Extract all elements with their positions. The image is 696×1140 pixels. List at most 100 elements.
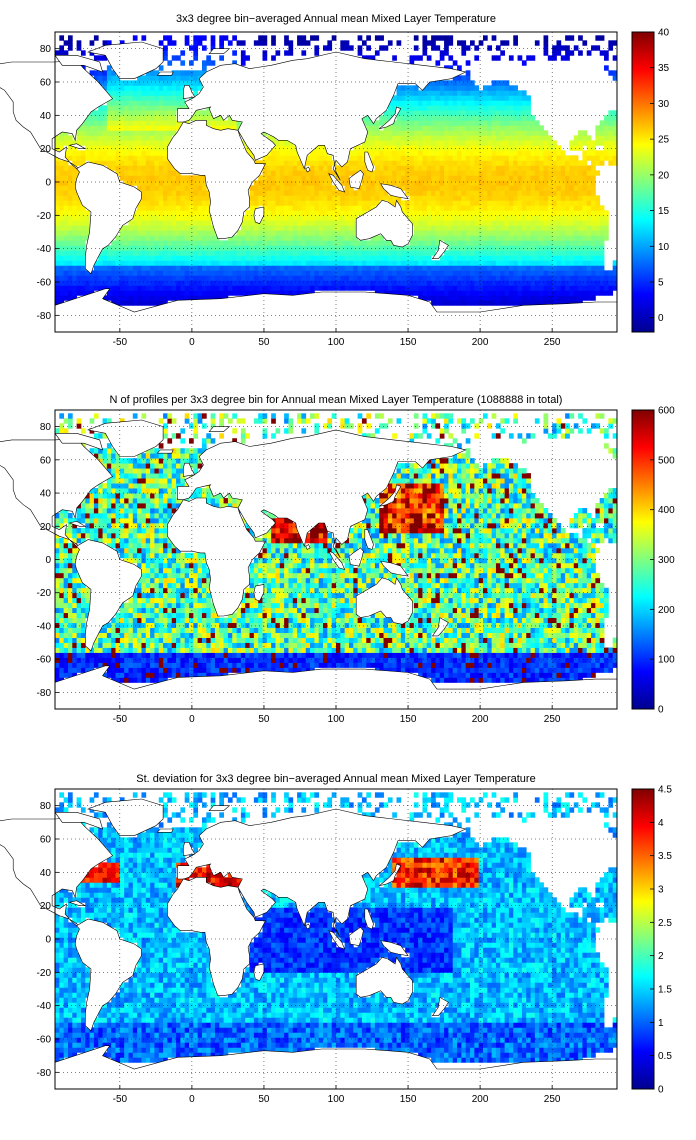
- heatmap-cell: [249, 190, 255, 196]
- heatmap-cell: [236, 290, 242, 296]
- heatmap-cell: [530, 135, 536, 141]
- heatmap-cell: [128, 180, 134, 186]
- heatmap-cell: [184, 270, 190, 276]
- heatmap-cell: [245, 290, 250, 296]
- heatmap-cell: [495, 140, 501, 146]
- heatmap-cell: [461, 115, 467, 121]
- heatmap-cell: [171, 672, 177, 678]
- heatmap-cell: [426, 230, 432, 236]
- heatmap-cell: [422, 165, 428, 171]
- heatmap-cell: [534, 190, 540, 196]
- heatmap-cell: [227, 260, 233, 266]
- heatmap-cell: [556, 160, 562, 166]
- heatmap-cell: [353, 250, 359, 256]
- heatmap-cell: [141, 240, 147, 246]
- heatmap-cell: [573, 155, 579, 161]
- heatmap-cell: [197, 225, 203, 231]
- heatmap-cell: [240, 55, 246, 61]
- heatmap-cell: [193, 265, 199, 271]
- heatmap-cell: [370, 190, 376, 196]
- heatmap-cell: [327, 210, 333, 216]
- heatmap-cell: [288, 275, 294, 281]
- heatmap-cell: [539, 170, 544, 176]
- heatmap-cell: [470, 105, 475, 111]
- heatmap-cell: [163, 75, 168, 81]
- heatmap-cell: [448, 55, 454, 61]
- heatmap-cell: [271, 220, 276, 226]
- heatmap-cell: [461, 175, 467, 181]
- heatmap-cell: [604, 215, 609, 221]
- heatmap-cell: [271, 165, 276, 171]
- heatmap-cell: [310, 260, 315, 266]
- heatmap-cell: [111, 150, 116, 156]
- heatmap-cell: [180, 190, 186, 196]
- heatmap-cell: [478, 235, 484, 241]
- heatmap-cell: [284, 165, 289, 171]
- heatmap-cell: [266, 175, 272, 181]
- heatmap-cell: [521, 180, 527, 186]
- heatmap-cell: [98, 160, 103, 166]
- heatmap-cell: [279, 155, 285, 161]
- heatmap-cell: [482, 35, 488, 41]
- heatmap-cell: [184, 175, 190, 181]
- heatmap-cell: [552, 210, 557, 216]
- heatmap-cell: [409, 190, 415, 196]
- heatmap-cell: [67, 290, 73, 296]
- heatmap-cell: [292, 210, 298, 216]
- heatmap-cell: [413, 290, 419, 296]
- heatmap-cell: [206, 105, 212, 111]
- heatmap-cell: [102, 260, 108, 266]
- heatmap-cell: [219, 295, 224, 301]
- heatmap-cell: [197, 275, 203, 281]
- heatmap-cell: [396, 150, 402, 156]
- heatmap-cell: [227, 115, 233, 121]
- heatmap-cell: [448, 120, 454, 126]
- heatmap-cell: [426, 130, 432, 136]
- heatmap-cell: [612, 285, 618, 291]
- heatmap-cell: [102, 245, 108, 251]
- heatmap-cell: [444, 135, 449, 141]
- heatmap-cell: [418, 245, 423, 251]
- heatmap-cell: [141, 140, 147, 146]
- heatmap-cell: [284, 190, 289, 196]
- heatmap-cell: [539, 285, 544, 291]
- heatmap-cell: [63, 140, 69, 146]
- heatmap-cell: [491, 662, 497, 668]
- heatmap-cell: [297, 215, 302, 221]
- heatmap-cell: [422, 160, 428, 166]
- heatmap-cell: [409, 290, 415, 296]
- heatmap-cell: [132, 240, 138, 246]
- heatmap-cell: [534, 145, 540, 151]
- heatmap-cell: [448, 110, 454, 116]
- heatmap-cell: [271, 662, 276, 668]
- heatmap-cell: [279, 235, 285, 241]
- heatmap-cell: [513, 667, 518, 673]
- heatmap-cell: [150, 80, 155, 86]
- heatmap-cell: [297, 245, 302, 251]
- heatmap-cell: [543, 290, 549, 296]
- heatmap-cell: [444, 110, 449, 116]
- heatmap-cell: [163, 245, 168, 251]
- heatmap-cell: [539, 200, 544, 206]
- heatmap-cell: [439, 662, 445, 668]
- heatmap-cell: [279, 280, 285, 286]
- heatmap-cell: [513, 185, 518, 191]
- heatmap-cell: [482, 185, 488, 191]
- heatmap-cell: [370, 255, 376, 261]
- heatmap-cell: [163, 280, 168, 286]
- heatmap-cell: [487, 95, 493, 101]
- heatmap-cell: [470, 90, 475, 96]
- heatmap-cell: [474, 270, 480, 276]
- heatmap-cell: [189, 200, 194, 206]
- heatmap-cell: [137, 265, 142, 271]
- heatmap-cell: [236, 250, 242, 256]
- heatmap-cell: [336, 165, 341, 171]
- heatmap-cell: [201, 270, 207, 276]
- heatmap-cell: [206, 215, 212, 221]
- heatmap-cell: [106, 145, 112, 151]
- heatmap-cell: [119, 245, 125, 251]
- heatmap-cell: [124, 175, 129, 181]
- heatmap-cell: [288, 170, 294, 176]
- heatmap-cell: [504, 185, 510, 191]
- heatmap-cell: [72, 195, 78, 201]
